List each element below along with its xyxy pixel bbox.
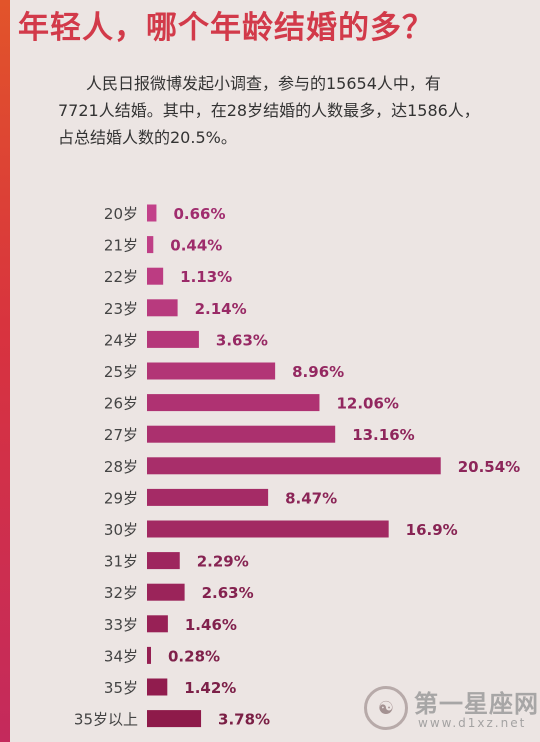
category-label: 34岁: [104, 647, 138, 665]
bar: [147, 394, 320, 412]
value-label: 0.66%: [173, 205, 225, 223]
bar: [147, 678, 168, 696]
bar: [147, 299, 178, 317]
bar: [147, 583, 185, 601]
value-label: 8.47%: [285, 489, 337, 507]
value-label: 12.06%: [336, 395, 398, 413]
value-label: 1.13%: [180, 268, 232, 286]
page-title: 年轻人，哪个年龄结婚的多？: [18, 10, 434, 46]
bar: [147, 425, 336, 443]
value-label: 3.78%: [218, 711, 270, 729]
bar: [147, 710, 202, 728]
category-label: 20岁: [104, 205, 138, 223]
bar: [147, 615, 168, 633]
intro-line-3: 占总结婚人数的20.5%。: [58, 128, 237, 147]
bar: [147, 330, 199, 348]
intro-line-1: 人民日报微博发起小调查，参与的15654人中，有: [86, 74, 441, 93]
value-label: 8.96%: [292, 363, 344, 381]
category-label: 22岁: [104, 268, 138, 286]
watermark: ☯ 第一星座网 www.d1xz.net: [364, 682, 538, 738]
category-label: 32岁: [104, 584, 138, 602]
bar: [147, 236, 154, 254]
value-label: 2.29%: [197, 553, 249, 571]
bar: [147, 488, 269, 506]
value-label: 2.14%: [195, 300, 247, 318]
value-label: 2.63%: [202, 584, 254, 602]
category-label: 23岁: [104, 300, 138, 318]
intro-line-2: 7721人结婚。其中，在28岁结婚的人数最多，达1586人，: [58, 101, 480, 120]
category-label: 25岁: [104, 363, 138, 381]
watermark-name: 第一星座网: [414, 690, 539, 718]
value-label: 3.63%: [216, 331, 268, 349]
watermark-url: www.d1xz.net: [418, 716, 527, 730]
category-label: 26岁: [104, 395, 138, 413]
intro-text: 人民日报微博发起小调查，参与的15654人中，有 7721人结婚。其中，在28岁…: [58, 70, 528, 151]
bar: [147, 267, 164, 285]
bar: [147, 362, 276, 380]
zodiac-seal-icon: ☯: [364, 686, 408, 730]
category-label: 29岁: [104, 489, 138, 507]
category-label: 33岁: [104, 616, 138, 634]
age-marriage-bar-chart: 20岁 0.66% 21岁 0.44% 22岁 1.13% 23岁 2.14% 24岁 3.63%…: [74, 204, 520, 729]
value-label: 20.54%: [458, 458, 520, 476]
value-label: 16.9%: [406, 521, 458, 539]
category-label: 21岁: [104, 237, 138, 255]
category-label: 30岁: [104, 521, 138, 539]
category-label: 24岁: [104, 331, 138, 349]
category-label: 27岁: [104, 426, 138, 444]
bar: [147, 520, 389, 538]
bar: [147, 646, 152, 664]
category-label: 28岁: [104, 458, 138, 476]
bar: [147, 204, 157, 222]
category-label: 35岁: [104, 679, 138, 697]
value-label: 0.28%: [168, 647, 220, 665]
value-label: 1.46%: [185, 616, 237, 634]
value-label: 0.44%: [170, 237, 222, 255]
category-label: 35岁以上: [74, 711, 138, 729]
category-label: 31岁: [104, 553, 138, 571]
accent-side-bar: [0, 0, 10, 742]
bar: [147, 552, 180, 570]
bar: [147, 457, 441, 475]
value-label: 13.16%: [352, 426, 414, 444]
value-label: 1.42%: [184, 679, 236, 697]
